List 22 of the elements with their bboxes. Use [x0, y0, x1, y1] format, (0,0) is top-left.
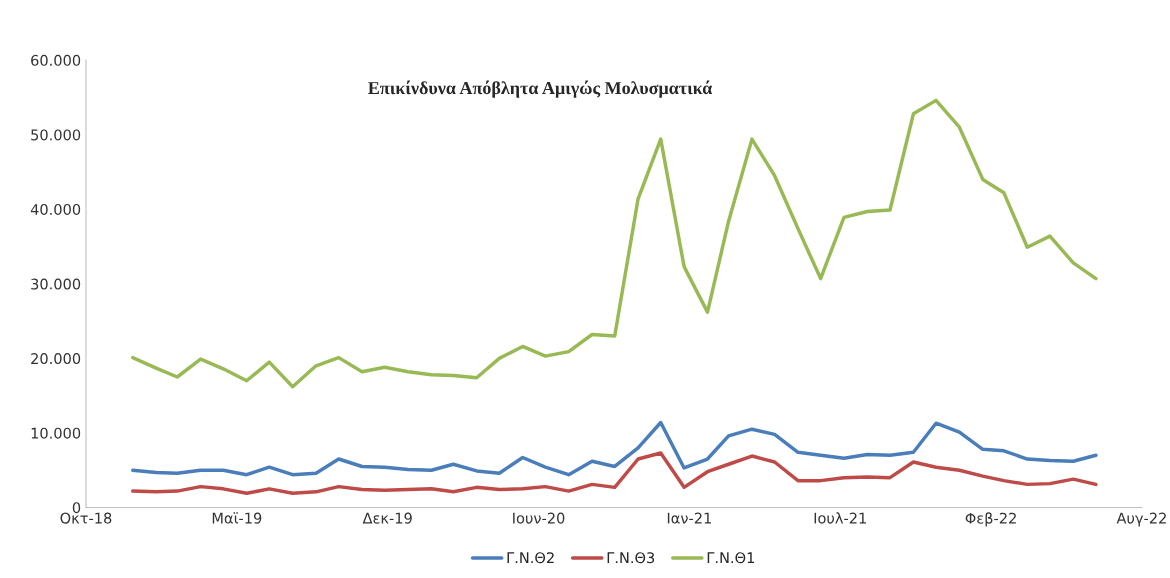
x-tick-label: Αυγ-22	[1116, 512, 1166, 527]
line-series	[131, 420, 1098, 477]
x-tick-label: Μαϊ-19	[212, 512, 262, 524]
y-tick-label: 60.000	[31, 54, 81, 66]
x-tick-label: Οκτ-18	[60, 512, 112, 524]
y-tick-label: 30.000	[31, 278, 81, 290]
y-tick-label: 50.000	[31, 129, 81, 141]
legend-label: Γ.Ν.Θ1	[707, 552, 755, 564]
x-tick-label: Ιουλ-21	[814, 512, 866, 524]
line-series	[131, 98, 1098, 389]
text: Επικίνδυνα Απόβλητα Αμιγώς Μολυσματικά	[368, 80, 713, 98]
x-tick-label: Ιουν-20	[513, 512, 565, 524]
x-tick-label: Φεβ-22	[965, 512, 1016, 527]
x-tick-label: Ιαν-21	[667, 512, 711, 524]
line-series	[131, 451, 1098, 496]
legend-label: Γ.Ν.Θ3	[607, 552, 655, 564]
legend-label: Γ.Ν.Θ2	[507, 552, 554, 564]
y-tick-label: 20.000	[31, 353, 81, 365]
y-tick-label: 10.000	[31, 427, 81, 439]
y-tick-label: 0	[72, 502, 81, 514]
y-tick-label: 40.000	[30, 203, 81, 215]
x-tick-label: Δεκ-19	[362, 512, 412, 524]
